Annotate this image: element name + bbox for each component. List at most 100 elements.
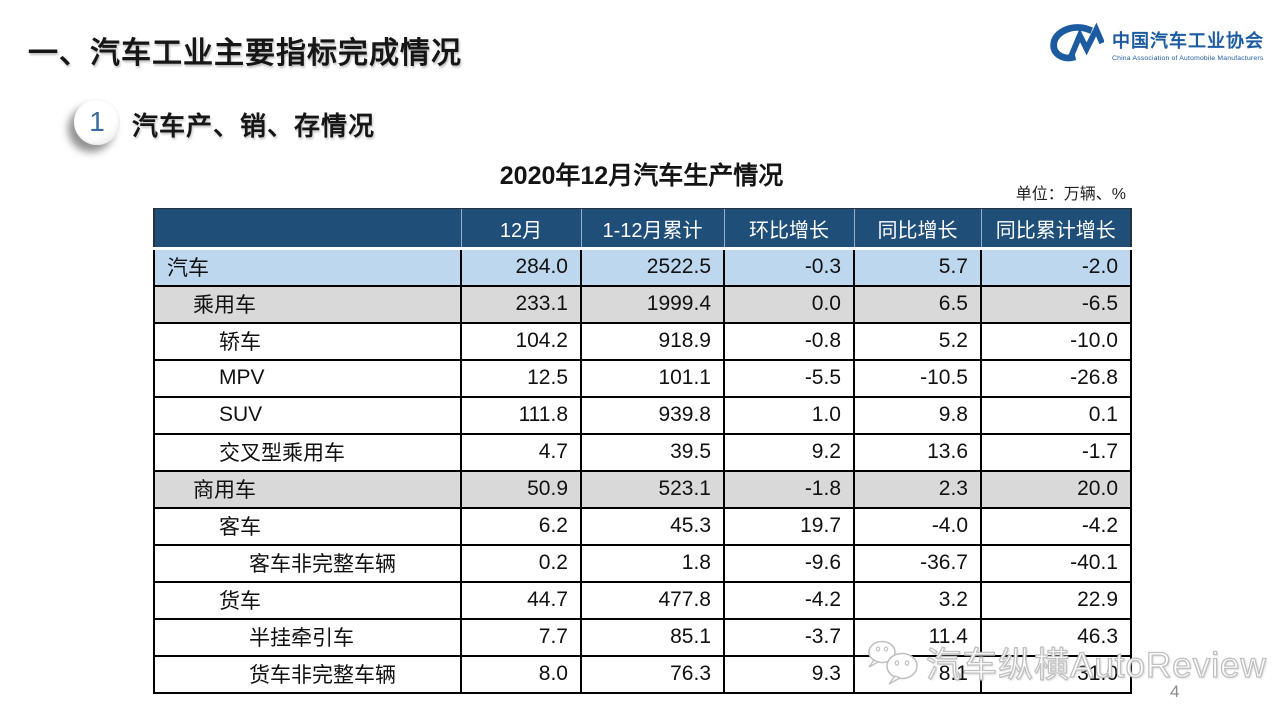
value-cell: 111.8 <box>460 395 581 434</box>
value-cell: -4.2 <box>980 506 1132 545</box>
table-row: 半挂牵引车 7.7 85.1 -3.7 11.4 46.3 <box>153 617 1132 656</box>
table-row: 客车 6.2 45.3 19.7 -4.0 -4.2 <box>153 506 1132 545</box>
production-table: 12月 1-12月累计 环比增长 同比增长 同比累计增长 汽车 284.0 2522.5 -0… <box>153 208 1132 694</box>
value-cell: -3.7 <box>723 617 854 656</box>
header-cell: 同比增长 <box>853 208 981 250</box>
value-cell: 6.2 <box>460 506 581 545</box>
header-cell: 1-12月累计 <box>580 208 724 250</box>
table-row: SUV 111.8 939.8 1.0 9.8 0.1 <box>153 395 1132 434</box>
value-cell: -10.0 <box>980 321 1132 360</box>
value-cell: 7.7 <box>460 617 581 656</box>
value-cell: 1.0 <box>723 395 854 434</box>
row-label-cell: 乘用车 <box>153 284 461 323</box>
caam-logo-mark-icon <box>1050 22 1104 62</box>
value-cell: 20.0 <box>980 469 1132 508</box>
row-label-cell: 汽车 <box>153 248 461 286</box>
table-row: 客车非完整车辆 0.2 1.8 -9.6 -36.7 -40.1 <box>153 543 1132 582</box>
value-cell: -9.6 <box>723 543 854 582</box>
value-cell: 233.1 <box>460 284 581 323</box>
production-table-body: 汽车 284.0 2522.5 -0.3 5.7 -2.0 乘用车 233.1 1999.4 0.… <box>153 248 1132 694</box>
value-cell: 1999.4 <box>580 284 724 323</box>
value-cell: -40.1 <box>980 543 1132 582</box>
value-cell: 939.8 <box>580 395 724 434</box>
row-label-cell: 半挂牵引车 <box>153 617 461 656</box>
value-cell: -1.7 <box>980 432 1132 471</box>
table-title: 2020年12月汽车生产情况 <box>499 162 784 190</box>
row-label-cell: 货车 <box>153 580 461 619</box>
header-cell-category <box>153 208 461 250</box>
value-cell: 22.9 <box>980 580 1132 619</box>
value-cell: -2.0 <box>980 248 1132 286</box>
header-row: 12月 1-12月累计 环比增长 同比增长 同比累计增长 <box>153 208 1132 250</box>
value-cell: 2522.5 <box>580 248 724 286</box>
table-row: 乘用车 233.1 1999.4 0.0 6.5 -6.5 <box>153 284 1132 323</box>
value-cell: -6.5 <box>980 284 1132 323</box>
value-cell: 9.8 <box>853 395 981 434</box>
header-cell: 同比累计增长 <box>980 208 1132 250</box>
value-cell: 0.2 <box>460 543 581 582</box>
value-cell: -4.2 <box>723 580 854 619</box>
value-cell: 0.1 <box>980 395 1132 434</box>
value-cell: 2.3 <box>853 469 981 508</box>
value-cell: 31.0 <box>980 654 1132 694</box>
value-cell: 45.3 <box>580 506 724 545</box>
row-label-cell: 商用车 <box>153 469 461 508</box>
row-label-cell: 货车非完整车辆 <box>153 654 461 694</box>
row-label-cell: 客车 <box>153 506 461 545</box>
row-label-cell: 客车非完整车辆 <box>153 543 461 582</box>
section-badge: 1 <box>74 99 120 145</box>
section-badge-number: 1 <box>89 106 105 137</box>
value-cell: 477.8 <box>580 580 724 619</box>
table-row: 汽车 284.0 2522.5 -0.3 5.7 -2.0 <box>153 248 1132 286</box>
value-cell: 523.1 <box>580 469 724 508</box>
section-title: 汽车产、销、存情况 <box>132 111 376 141</box>
table-row: 商用车 50.9 523.1 -1.8 2.3 20.0 <box>153 469 1132 508</box>
row-label-cell: SUV <box>153 395 461 434</box>
value-cell: 39.5 <box>580 432 724 471</box>
value-cell: -1.8 <box>723 469 854 508</box>
row-label-cell: 交叉型乘用车 <box>153 432 461 471</box>
caam-name-cn: 中国汽车工业协会 <box>1112 30 1264 51</box>
page-number: 4 <box>1170 682 1180 701</box>
header-cell: 12月 <box>460 208 581 250</box>
value-cell: 46.3 <box>980 617 1132 656</box>
value-cell: 85.1 <box>580 617 724 656</box>
unit-label: 单位：万辆、% <box>1015 186 1126 203</box>
header-cell: 环比增长 <box>723 208 854 250</box>
caam-logo: 中国汽车工业协会 China Association of Automobile… <box>1046 22 1264 66</box>
value-cell: -10.5 <box>853 358 981 397</box>
main-title: 一、汽车工业主要指标完成情况 <box>28 37 462 70</box>
value-cell: 0.0 <box>723 284 854 323</box>
value-cell: 101.1 <box>580 358 724 397</box>
value-cell: 5.2 <box>853 321 981 360</box>
value-cell: 11.4 <box>853 617 981 656</box>
row-label-cell: MPV <box>153 358 461 397</box>
value-cell: 19.7 <box>723 506 854 545</box>
table-row: 货车非完整车辆 8.0 76.3 9.3 8.1 31.0 <box>153 654 1132 694</box>
table-row: 货车 44.7 477.8 -4.2 3.2 22.9 <box>153 580 1132 619</box>
value-cell: 918.9 <box>580 321 724 360</box>
table-row: 交叉型乘用车 4.7 39.5 9.2 13.6 -1.7 <box>153 432 1132 471</box>
value-cell: 50.9 <box>460 469 581 508</box>
value-cell: -0.8 <box>723 321 854 360</box>
value-cell: 13.6 <box>853 432 981 471</box>
value-cell: 1.8 <box>580 543 724 582</box>
value-cell: 44.7 <box>460 580 581 619</box>
production-table-header: 12月 1-12月累计 环比增长 同比增长 同比累计增长 <box>153 208 1132 250</box>
table-row: 轿车 104.2 918.9 -0.8 5.2 -10.0 <box>153 321 1132 360</box>
value-cell: -36.7 <box>853 543 981 582</box>
row-label-cell: 轿车 <box>153 321 461 360</box>
value-cell: 76.3 <box>580 654 724 694</box>
value-cell: 6.5 <box>853 284 981 323</box>
value-cell: -5.5 <box>723 358 854 397</box>
value-cell: 284.0 <box>460 248 581 286</box>
value-cell: 4.7 <box>460 432 581 471</box>
value-cell: 9.3 <box>723 654 854 694</box>
value-cell: 3.2 <box>853 580 981 619</box>
value-cell: 104.2 <box>460 321 581 360</box>
value-cell: -26.8 <box>980 358 1132 397</box>
value-cell: -0.3 <box>723 248 854 286</box>
value-cell: -4.0 <box>853 506 981 545</box>
value-cell: 8.0 <box>460 654 581 694</box>
